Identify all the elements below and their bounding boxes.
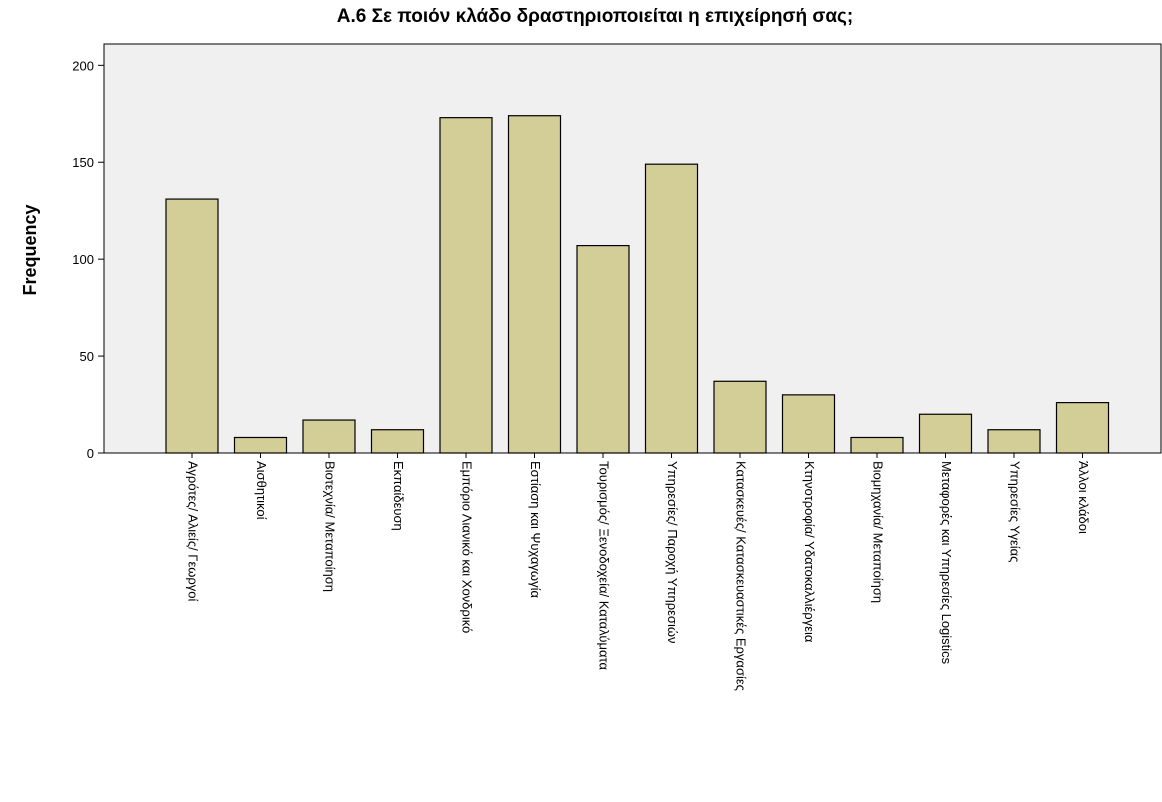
bar — [644, 163, 699, 454]
x-tick-label: Εμπόριο Λιανικό και Χονδρικό — [460, 461, 475, 633]
y-tick-label: 150 — [72, 155, 94, 170]
x-tick-label: Υπηρεσίες Υγείας — [1008, 461, 1023, 562]
bar — [850, 436, 904, 454]
x-tick-label: Εκπαίδευση — [391, 461, 406, 531]
y-tick-label: 100 — [72, 252, 94, 267]
y-tick-label: 200 — [72, 58, 94, 73]
x-tick-label: Τουρισμός/ Ξενοδοχεία/ Καταλύματα — [597, 461, 612, 670]
bar — [576, 244, 630, 454]
bar — [233, 436, 288, 454]
bar — [713, 380, 767, 454]
x-tick-label: Εστίαση και Ψυχαγωγία — [528, 461, 543, 598]
bar — [507, 115, 562, 454]
y-axis-label: Frequency — [20, 204, 40, 295]
bar — [918, 413, 973, 454]
x-tick-label: Κτηνοτροφία/ Υδατοκαλλιέργεια — [802, 461, 817, 643]
y-tick-label: 0 — [87, 446, 94, 461]
x-tick-label: Αισθητικοί — [254, 461, 269, 520]
x-tick-label: Άλλοι κλάδοι — [1076, 461, 1091, 534]
bar — [439, 117, 493, 454]
x-tick-label: Υπηρεσίες/ Παροχή Υπηρεσιών — [665, 461, 680, 644]
x-tick-label: Κατασκευές/ Κατασκευαστικές Εργασίες — [734, 461, 749, 691]
bar — [781, 394, 836, 454]
chart-title: Α.6 Σε ποιόν κλάδο δραστηριοποιείται η ε… — [337, 6, 854, 27]
bar — [987, 429, 1041, 454]
y-tick-label: 50 — [80, 349, 94, 364]
x-tick-label: Βιοτεχνία/ Μεταποίηση — [323, 461, 338, 592]
bar — [165, 198, 219, 454]
plot-area — [103, 43, 1162, 454]
x-tick-label: Μεταφορές και Υπηρεσίες Logistics — [939, 461, 954, 665]
x-tick-label: Βιομηχανία/ Μεταποίηση — [871, 461, 886, 603]
x-tick-label: Αγρότες/ Αλιείς/ Γεωργοί — [186, 461, 201, 602]
bar — [370, 429, 425, 454]
bar — [1055, 402, 1110, 454]
bar — [302, 419, 356, 454]
